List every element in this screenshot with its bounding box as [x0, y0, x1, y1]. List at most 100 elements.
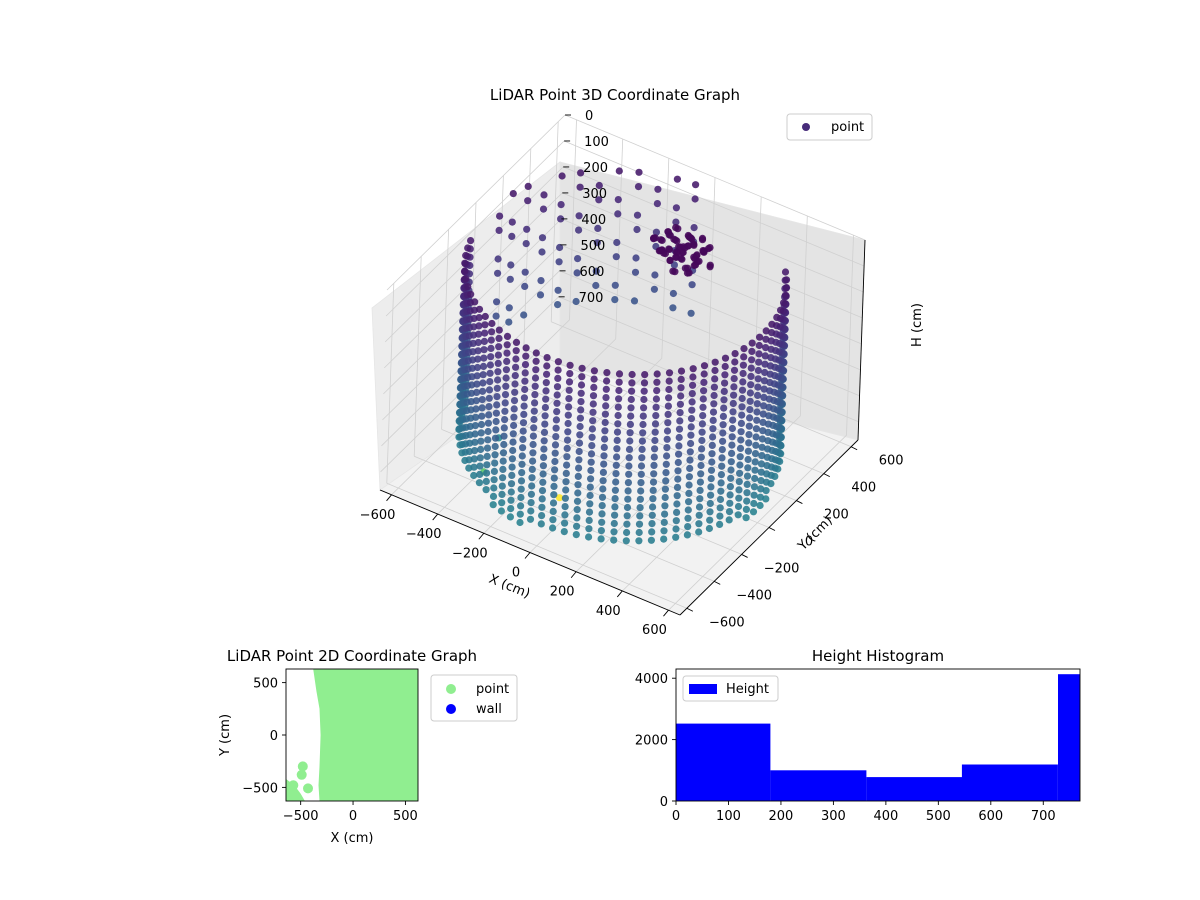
chart-3d-point [562, 469, 570, 477]
chart-3d-point [666, 256, 674, 264]
chart-3d-point [688, 398, 696, 406]
chart-3d-point [500, 440, 508, 449]
chart-3d-point [638, 445, 646, 453]
chart-3d-point [611, 486, 620, 494]
chart-3d-point [563, 444, 571, 452]
chart-3d-point [499, 457, 507, 465]
chart-3d-point [484, 419, 492, 427]
chart-3d-point [677, 392, 685, 400]
chart-3d-point [498, 482, 506, 490]
chart-3d-point [647, 536, 656, 544]
chart-3d-point [727, 466, 735, 474]
grid-left-y-line [550, 121, 559, 322]
chart-3d-point [509, 438, 517, 446]
chart-3d-point [761, 352, 769, 360]
chart-3d-point [498, 499, 506, 507]
chart-3d-point [477, 445, 485, 454]
chart-3d-z-tick-label: 400 [581, 213, 606, 228]
chart-3d-point [590, 375, 598, 383]
chart-3d-point [718, 462, 726, 470]
chart-3d-point [479, 371, 487, 379]
chart-3d-point [652, 403, 660, 411]
chart-3d-point [615, 167, 623, 175]
chart-3d-point [499, 465, 507, 473]
histogram-x-tick-label: 100 [716, 809, 741, 824]
chart-3d-point [675, 442, 683, 450]
chart-3d-point [738, 411, 746, 419]
chart-3d-point [763, 453, 771, 461]
histogram-legend-frame [682, 675, 779, 702]
chart-3d-point [716, 504, 724, 512]
chart-3d-x-tick-label: 0 [512, 566, 520, 581]
chart-3d-point [758, 452, 766, 460]
grid-floor-x-line [668, 434, 847, 611]
chart-3d-y-tick-label: 200 [824, 508, 849, 523]
chart-3d-point [601, 418, 609, 427]
chart-3d-point [538, 487, 547, 495]
chart-3d-point [638, 437, 647, 445]
chart-3d-point [529, 457, 537, 465]
chart-3d-point [654, 185, 662, 193]
chart-3d-point [530, 424, 538, 432]
chart-3d-point [754, 366, 763, 375]
chart-3d-point [711, 375, 719, 383]
chart-3d-point [699, 412, 707, 420]
chart-3d-point [531, 391, 539, 399]
chart-3d-point [627, 404, 635, 412]
chart-3d-point [663, 444, 671, 452]
chart-3d-point [592, 267, 600, 275]
chart-3d-point [483, 461, 491, 469]
chart-3d-point [635, 168, 643, 176]
grid-back-h-line [558, 296, 859, 423]
chart-3d-point [575, 439, 584, 447]
chart-3d-point [613, 436, 621, 444]
chart-3d-point [692, 252, 701, 260]
chart-3d-point [746, 389, 755, 397]
chart-3d-point [648, 520, 656, 528]
chart-3d-point [743, 497, 751, 505]
chart-3d-point [590, 383, 598, 391]
chart-3d-point [503, 349, 511, 357]
chart-3d-point [708, 441, 716, 449]
chart-3d-point [485, 394, 493, 402]
chart-3d-point [651, 271, 659, 279]
chart-3d-point [747, 381, 755, 389]
chart-3d-point [640, 404, 648, 412]
chart-3d-x-tick-mark [524, 552, 531, 559]
chart-3d-point [527, 499, 535, 507]
chart-3d-x-tick-label: −600 [360, 508, 396, 523]
chart-3d-point [663, 452, 671, 460]
histogram-x-tick-label: 700 [1031, 809, 1056, 824]
chart-3d-point [726, 491, 734, 499]
chart-3d-point [762, 478, 771, 486]
chart-3d-point [612, 253, 620, 261]
chart-3d-point [699, 403, 707, 411]
chart-3d-point [725, 516, 733, 524]
chart-3d-point [501, 416, 509, 424]
chart-3d-point [595, 181, 603, 190]
chart-3d-point [706, 499, 714, 508]
chart-3d-y-tick-mark [823, 473, 830, 478]
chart-3d-z-tick-label: 500 [580, 239, 605, 254]
chart-3d-point [561, 503, 569, 511]
chart-3d-point [728, 424, 737, 433]
histogram-bar [961, 764, 1058, 801]
chart-3d-point [624, 487, 632, 495]
chart-3d-point [710, 400, 718, 408]
chart-3d-point [573, 522, 581, 530]
chart-3d-point [750, 499, 758, 508]
chart-3d-point [491, 442, 499, 451]
chart-3d-point [573, 514, 581, 522]
chart-3d-point [671, 268, 679, 276]
chart-3d-point [745, 439, 753, 447]
chart-3d-point [726, 499, 734, 507]
chart-3d-point [672, 204, 681, 212]
chart-3d-point [707, 475, 715, 483]
chart-3d-point [686, 456, 694, 464]
chart-3d-point [756, 501, 764, 510]
chart-3d-point [479, 387, 487, 395]
chart-3d-point [747, 364, 755, 372]
chart-3d-point [478, 404, 486, 412]
chart-3d-point [704, 245, 713, 253]
chart-3d-point [721, 362, 729, 371]
